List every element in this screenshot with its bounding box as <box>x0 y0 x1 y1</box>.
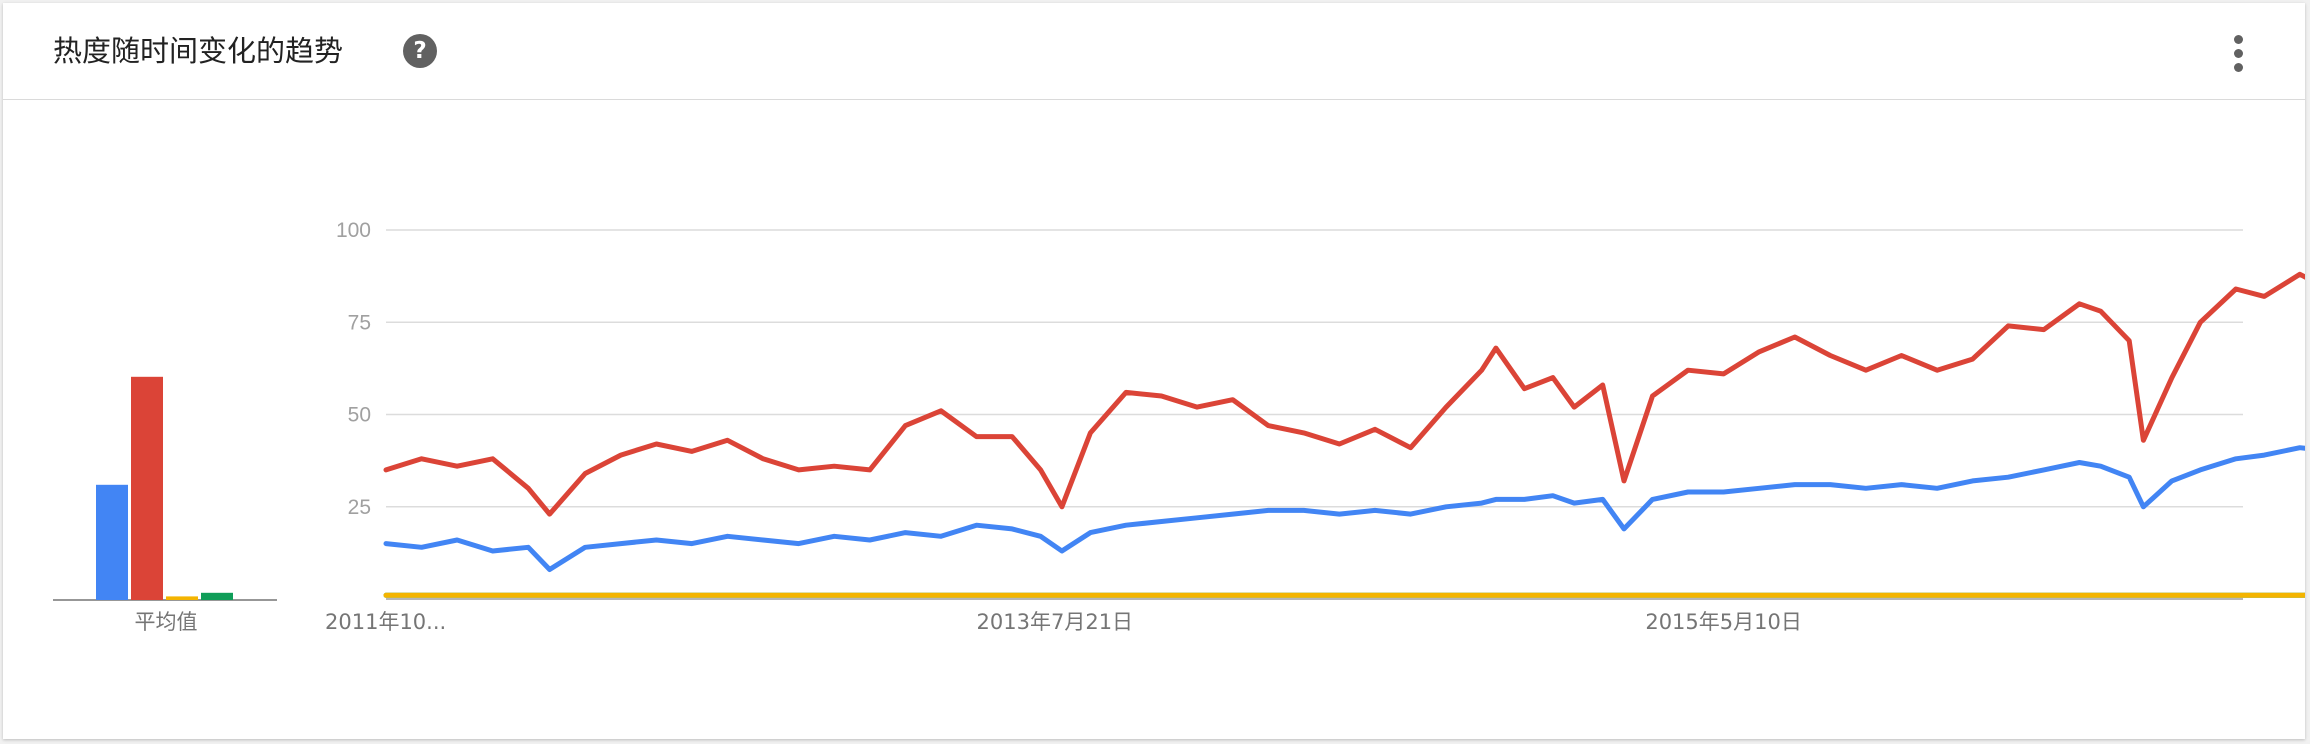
menu-dot <box>2234 49 2243 58</box>
y-tick-label-50: 50 <box>348 404 371 427</box>
x-tick-label-0: 2011年10... <box>325 610 446 634</box>
more-vert-icon[interactable] <box>2231 33 2247 73</box>
series-line-0 <box>383 271 2305 517</box>
trend-card: 热度随时间变化的趋势 ? 平均值 25 50 75 100 2011年10... 2013… <box>3 3 2305 739</box>
average-bar-label: 平均值 <box>135 610 198 634</box>
help-circle-icon[interactable]: ? <box>403 34 437 68</box>
average-bar-3 <box>201 592 233 600</box>
average-bar-chart: 平均值 <box>53 376 277 634</box>
series-line-1 <box>383 445 2305 572</box>
y-tick-label-25: 25 <box>348 496 371 519</box>
x-tick-label-1: 2013年7月21日 <box>977 610 1134 634</box>
card-header: 热度随时间变化的趋势 ? <box>3 3 2305 100</box>
average-bar-2 <box>166 596 198 600</box>
y-tick-label-75: 75 <box>348 311 371 334</box>
menu-dot <box>2234 35 2243 44</box>
average-bar-1 <box>131 376 163 600</box>
y-tick-label-100: 100 <box>336 219 371 242</box>
x-tick-label-2: 2015年5月10日 <box>1645 610 1802 634</box>
trend-chart: 平均值 25 50 75 100 2011年10... 2013年7月21日 2015年5月… <box>53 219 2305 634</box>
series-line-2 <box>383 592 2305 598</box>
interest-line-chart: 25 50 75 100 2011年10... 2013年7月21日 2015年5月10日 <box>325 219 2305 634</box>
average-bar-0 <box>96 484 128 600</box>
menu-dot <box>2234 63 2243 72</box>
card-title: 热度随时间变化的趋势 <box>53 34 344 68</box>
